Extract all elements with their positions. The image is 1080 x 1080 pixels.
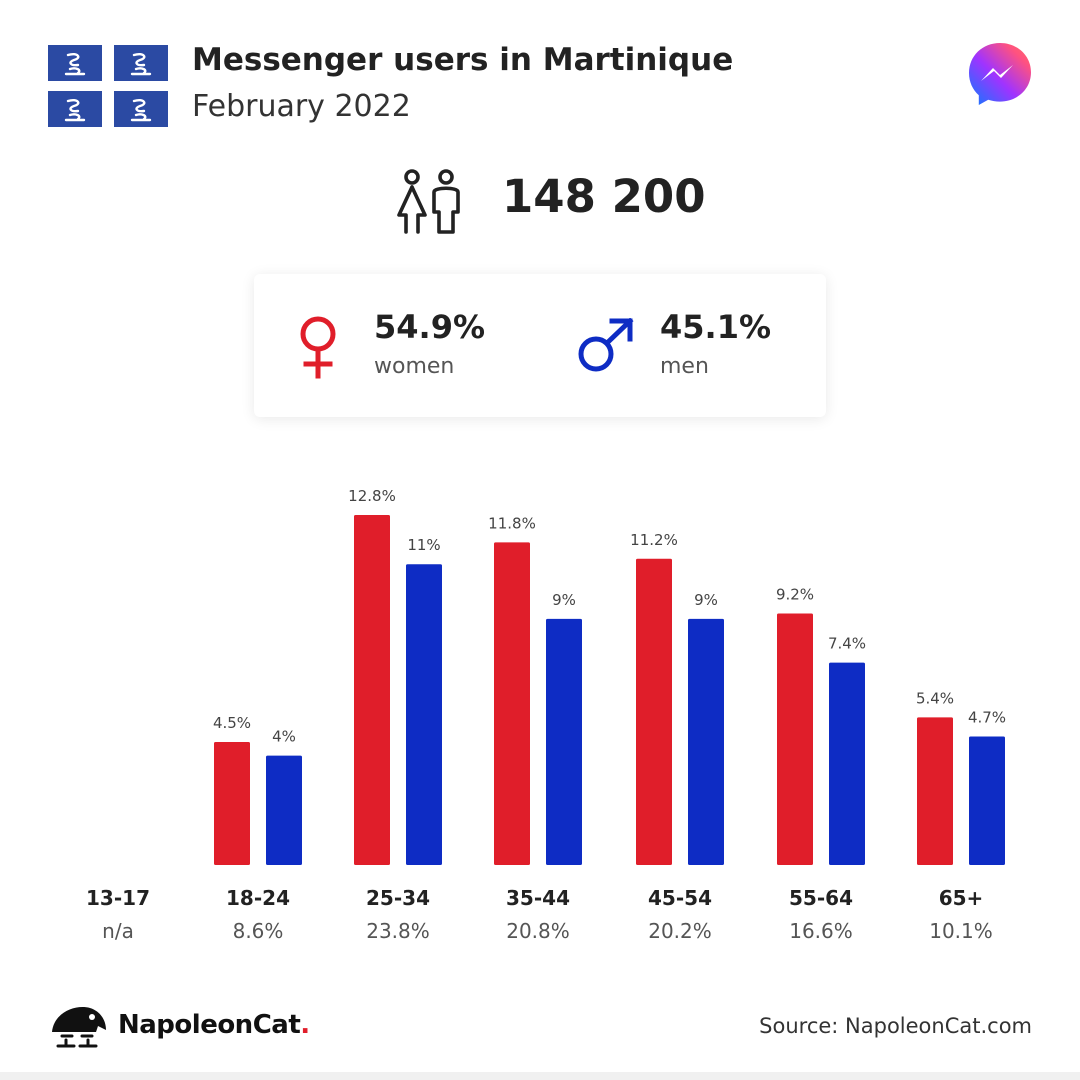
age-category-label: 65+ [939, 886, 984, 910]
men-bar [969, 736, 1005, 865]
page-title: Messenger users in Martinique [192, 42, 734, 78]
age-category-label: 25-34 [366, 886, 430, 910]
bar-value-label: 4.7% [968, 708, 1006, 726]
age-category-label: 45-54 [648, 886, 712, 910]
age-category-label: 35-44 [506, 886, 570, 910]
gender-split-card: 54.9% women 45.1% men [254, 274, 826, 417]
female-symbol-icon [298, 314, 338, 384]
bar-value-label: 9% [694, 591, 718, 609]
male-symbol-icon [576, 317, 636, 378]
bar-value-label: 11.8% [488, 514, 536, 532]
age-category-total: 20.2% [648, 919, 712, 943]
women-bar [777, 613, 813, 865]
bar-value-label: 9% [552, 591, 576, 609]
bar-value-label: 4.5% [213, 714, 251, 732]
bar-value-label: 11.2% [630, 531, 678, 549]
men-percentage: 45.1% [660, 308, 772, 346]
women-bar [636, 558, 672, 865]
men-bar [266, 755, 302, 865]
people-icon [393, 168, 465, 238]
bar-value-label: 7.4% [828, 635, 866, 653]
source-text: Source: NapoleonCat.com [759, 1014, 1032, 1038]
total-users-value: 148 200 [502, 170, 706, 223]
age-category-total: 10.1% [929, 919, 993, 943]
martinique-flag-icon [48, 45, 168, 127]
flag-quadrant [114, 91, 168, 127]
flag-quadrant [48, 91, 102, 127]
flag-quadrant [48, 45, 102, 81]
men-bar [688, 618, 724, 865]
women-bar [917, 717, 953, 865]
age-category-label: 55-64 [789, 886, 853, 910]
flag-quadrant [114, 45, 168, 81]
women-label: women [374, 354, 455, 379]
messenger-logo-icon [967, 41, 1033, 107]
age-category-total: n/a [102, 919, 134, 943]
age-category-total: 16.6% [789, 919, 853, 943]
page-subtitle: February 2022 [192, 89, 411, 124]
footer-divider [0, 1072, 1080, 1080]
brand-name: NapoleonCat. [118, 1010, 310, 1040]
women-percentage: 54.9% [374, 308, 486, 346]
men-bar [829, 662, 865, 865]
bar-value-label: 9.2% [776, 585, 814, 603]
women-bar [214, 741, 250, 865]
bar-value-label: 5.4% [916, 689, 954, 707]
age-gender-bar-chart: 13-17 n/a 4.5% 4% 18-24 8.6% 12.8% 11% 25-34 23.8… [86, 487, 1006, 943]
bar-value-label: 4% [272, 728, 296, 746]
men-label: men [660, 354, 709, 379]
men-bar [406, 564, 442, 865]
men-bar [546, 618, 582, 865]
women-bar [494, 542, 530, 865]
bar-value-label: 11% [407, 536, 440, 554]
napoleoncat-logo-icon [48, 1000, 110, 1052]
age-category-total: 23.8% [366, 919, 430, 943]
age-category-label: 13-17 [86, 886, 150, 910]
bar-value-label: 12.8% [348, 487, 396, 505]
age-category-label: 18-24 [226, 886, 290, 910]
age-category-total: 8.6% [233, 919, 284, 943]
women-bar [354, 515, 390, 865]
age-category-total: 20.8% [506, 919, 570, 943]
